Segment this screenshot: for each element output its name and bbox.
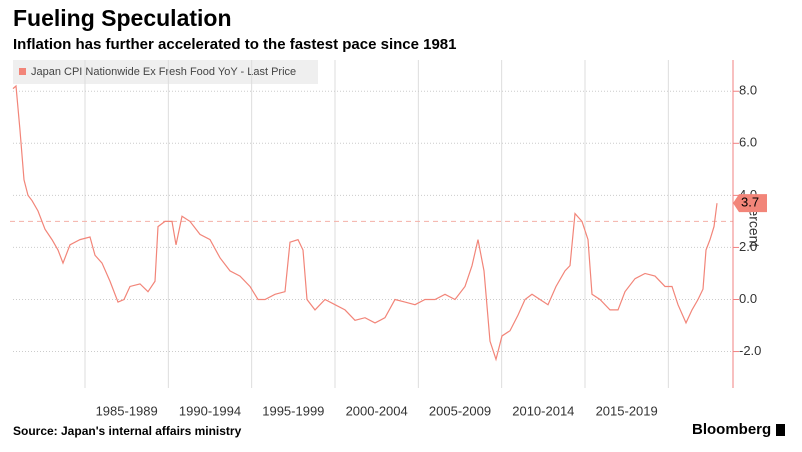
x-tick-label: 2005-2009 xyxy=(429,403,491,418)
brand-icon xyxy=(776,424,785,436)
x-tick-label: 1985-1989 xyxy=(96,403,158,418)
y-tick-label: 6.0 xyxy=(739,135,757,150)
x-tick-label: 2000-2004 xyxy=(346,403,408,418)
chart-title: Fueling Speculation xyxy=(13,5,232,31)
x-tick-label: 2010-2014 xyxy=(512,403,574,418)
brand: Bloomberg xyxy=(692,421,771,438)
chart-subtitle: Inflation has further accelerated to the… xyxy=(13,36,457,53)
x-tick-label: 1990-1994 xyxy=(179,403,241,418)
legend-box xyxy=(13,60,318,84)
x-tick-label: 2015-2019 xyxy=(596,403,658,418)
y-axis-label: percent xyxy=(746,201,762,248)
source: Source: Japan's internal affairs ministr… xyxy=(13,424,242,438)
x-tick-label: 1995-1999 xyxy=(262,403,324,418)
y-tick-label: 8.0 xyxy=(739,83,757,98)
last-value-label: 3.7 xyxy=(741,195,759,210)
last-value-box xyxy=(733,194,767,213)
legend-swatch xyxy=(19,68,26,75)
legend: Japan CPI Nationwide Ex Fresh Food YoY -… xyxy=(13,60,318,84)
legend-label: Japan CPI Nationwide Ex Fresh Food YoY -… xyxy=(31,66,296,78)
y-tick-label: 2.0 xyxy=(739,239,757,254)
series-line xyxy=(12,84,718,362)
y-tick-label: -2.0 xyxy=(739,343,761,358)
y-tick-label: 0.0 xyxy=(739,291,757,306)
